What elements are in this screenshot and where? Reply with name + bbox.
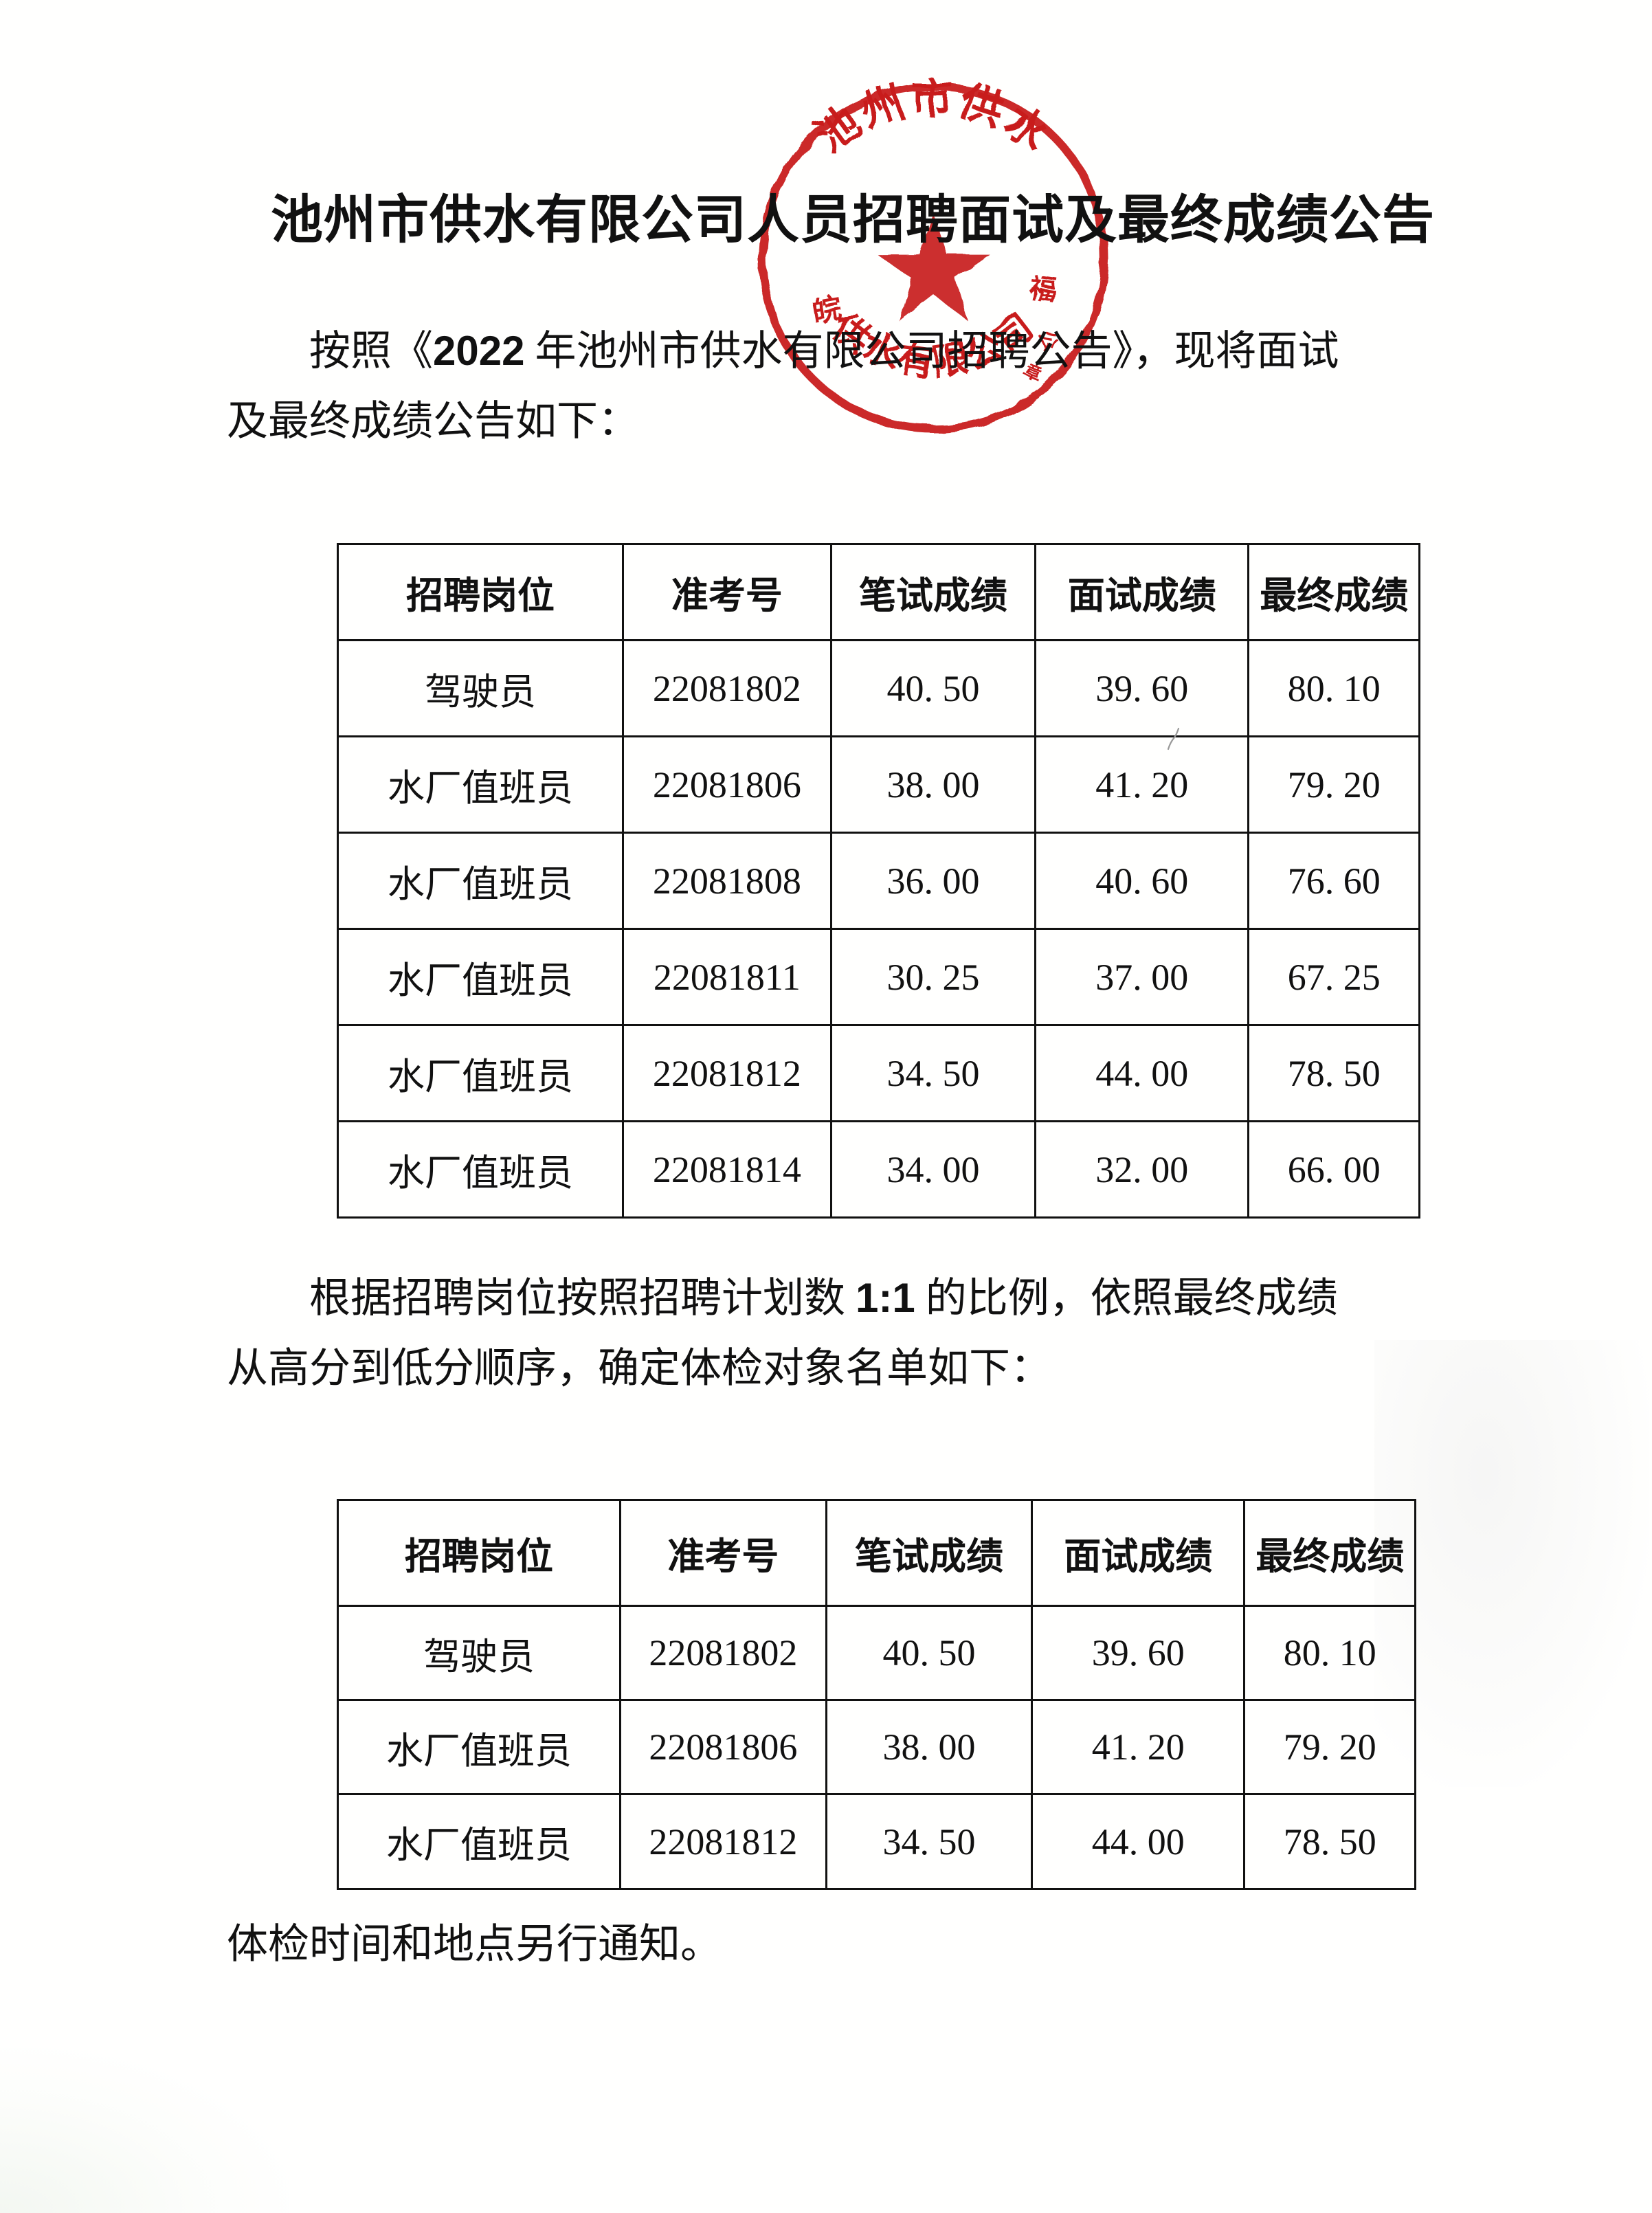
- svg-text:福: 福: [1026, 272, 1059, 307]
- svg-text:池州市供水: 池州市供水: [808, 76, 1060, 162]
